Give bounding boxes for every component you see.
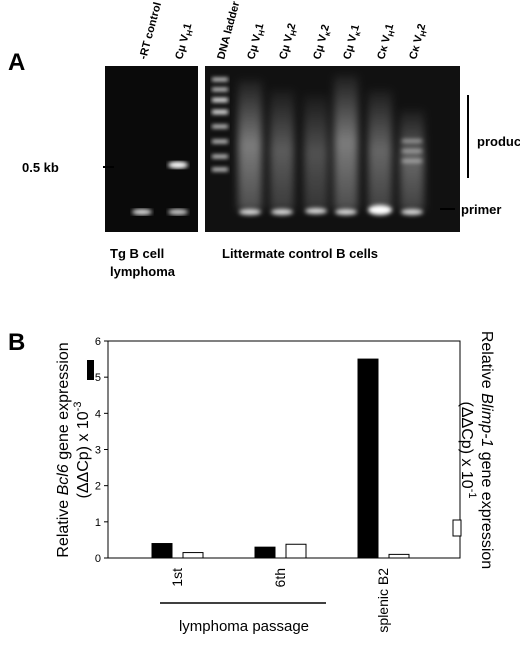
y-tick-label: 0 bbox=[95, 553, 101, 565]
lane-label: Cμ VH2 bbox=[277, 22, 300, 61]
primer-label: primer bbox=[461, 202, 501, 217]
y-tick-label: 6 bbox=[95, 336, 101, 348]
lane-label: Cκ VH1 bbox=[375, 23, 398, 62]
lane-label: Cμ Vκ2 bbox=[311, 23, 334, 61]
right-caption: Littermate control B cells bbox=[222, 246, 378, 261]
bar bbox=[254, 546, 276, 559]
legend-swatch bbox=[452, 519, 462, 537]
lane-label: Cκ VH2 bbox=[407, 23, 430, 62]
gel-right bbox=[205, 66, 460, 232]
group-label: lymphoma passage bbox=[179, 618, 309, 635]
bar bbox=[151, 543, 173, 559]
legend-swatch bbox=[87, 360, 94, 380]
x-tick-label: 1st bbox=[169, 568, 185, 587]
lane-label: Cμ VH1 bbox=[173, 22, 196, 61]
lane-label: Cμ VH1 bbox=[245, 22, 268, 61]
products-label: products bbox=[477, 134, 520, 149]
size-marker: 0.5 kb bbox=[22, 160, 59, 175]
y-tick-label: 5 bbox=[95, 372, 101, 384]
lane-label: DNA ladder bbox=[215, 0, 242, 61]
axis-label: Relative Bcl6 gene expression bbox=[55, 342, 72, 557]
y-tick-label: 3 bbox=[95, 445, 101, 457]
axis-label: (ΔΔCp) x 10-1 bbox=[458, 402, 478, 499]
panel-label: B bbox=[8, 329, 25, 356]
lane-label: -RT control bbox=[137, 1, 164, 61]
plot-frame bbox=[107, 340, 461, 559]
y-tick-label: 2 bbox=[95, 481, 101, 493]
gel-left bbox=[105, 66, 198, 232]
bar bbox=[285, 543, 307, 559]
panel-label: A bbox=[8, 49, 25, 76]
bar bbox=[182, 552, 204, 559]
x-tick-label: splenic B2 bbox=[375, 568, 391, 633]
axis-label: Relative Blimp-1 gene expression bbox=[478, 331, 495, 569]
left-caption: lymphoma bbox=[110, 264, 176, 279]
x-tick-label: 6th bbox=[272, 568, 288, 587]
bar bbox=[357, 358, 379, 559]
left-caption: Tg B cell bbox=[110, 246, 164, 261]
bar bbox=[388, 553, 410, 559]
axis-label: (ΔΔCp) x 10-3 bbox=[72, 402, 92, 499]
lane-label: Cμ Vκ1 bbox=[341, 23, 364, 61]
y-tick-label: 4 bbox=[95, 408, 101, 420]
y-tick-label: 1 bbox=[95, 517, 101, 529]
